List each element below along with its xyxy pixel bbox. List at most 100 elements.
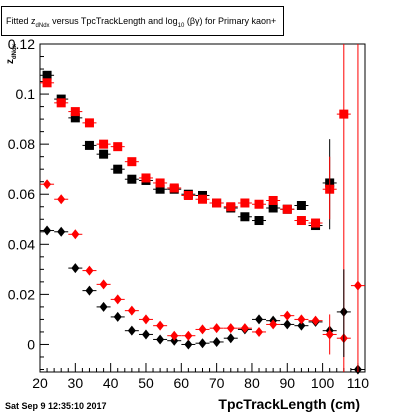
- data-point-square: [282, 204, 292, 214]
- x-tick-label: 90: [279, 375, 295, 391]
- x-tick-label: 110: [347, 375, 370, 391]
- data-point-square: [70, 113, 80, 123]
- data-point-diamond: [170, 330, 179, 341]
- data-point-diamond: [71, 263, 80, 274]
- data-point-diamond: [212, 323, 221, 334]
- data-point-square: [70, 107, 80, 117]
- data-point-diamond: [198, 338, 207, 349]
- title-log-sub: 10: [177, 22, 185, 29]
- title-z-sub: dNdx: [35, 22, 50, 29]
- data-point-square: [212, 198, 222, 208]
- data-point-diamond: [141, 314, 150, 325]
- y-axis-label-main: z: [5, 59, 16, 64]
- data-point-diamond: [226, 333, 235, 344]
- data-point-diamond: [283, 319, 292, 330]
- y-tick-label: 0.08: [8, 136, 35, 152]
- data-point-diamond: [141, 329, 150, 340]
- data-point-diamond: [99, 301, 108, 312]
- title-tail: (βγ) for Primary kaon+: [186, 16, 277, 26]
- data-point-diamond: [240, 323, 249, 334]
- data-point-diamond: [283, 310, 292, 321]
- data-point-square: [56, 98, 66, 108]
- data-point-diamond: [57, 226, 66, 237]
- y-tick-label: 0.1: [16, 86, 36, 102]
- data-point-diamond: [297, 314, 306, 325]
- data-point-square: [240, 212, 250, 222]
- data-point-diamond: [156, 334, 165, 345]
- x-tick-label: 80: [244, 375, 260, 391]
- y-tick-label: 0.12: [8, 36, 35, 52]
- data-point-square: [42, 70, 52, 80]
- x-tick-label: 20: [32, 375, 48, 391]
- data-point-square: [42, 78, 52, 88]
- data-point-square: [296, 200, 306, 210]
- data-point-square: [254, 199, 264, 209]
- data-point-square: [84, 118, 94, 128]
- data-point-square: [311, 218, 321, 228]
- data-point-diamond: [226, 323, 235, 334]
- data-point-square: [127, 174, 137, 184]
- y-tick-label: 0.04: [8, 236, 35, 252]
- y-tick-label: 0.02: [8, 286, 35, 302]
- title-mid: versus TpcTrackLength and log: [52, 16, 178, 26]
- data-point-diamond: [311, 315, 320, 326]
- data-point-diamond: [198, 324, 207, 335]
- y-tick-label: 0.06: [8, 186, 35, 202]
- data-point-diamond: [170, 335, 179, 346]
- x-tick-label: 30: [68, 375, 84, 391]
- data-point-square: [268, 203, 278, 213]
- x-tick-label: 40: [103, 375, 119, 391]
- y-axis-label-sub: dNdx: [12, 44, 18, 59]
- data-point-diamond: [297, 320, 306, 331]
- data-point-square: [296, 216, 306, 226]
- data-point-diamond: [113, 311, 122, 322]
- data-point-diamond: [255, 314, 264, 325]
- data-point-diamond: [212, 336, 221, 347]
- data-point-diamond: [57, 194, 66, 205]
- data-point-diamond: [255, 326, 264, 337]
- data-point-square: [254, 216, 264, 226]
- data-point-diamond: [127, 305, 136, 316]
- data-point-diamond: [184, 330, 193, 341]
- data-point-square: [183, 190, 193, 200]
- data-point-diamond: [99, 279, 108, 290]
- data-point-diamond: [156, 320, 165, 331]
- data-point-diamond: [269, 319, 278, 330]
- data-point-diamond: [43, 225, 52, 236]
- chart-title-box: Fitted zdNdx versus TpcTrackLength and l…: [1, 6, 284, 36]
- x-tick-label: 60: [174, 375, 190, 391]
- data-point-diamond: [71, 229, 80, 240]
- data-point-diamond: [113, 294, 122, 305]
- x-tick-label: 70: [209, 375, 225, 391]
- chart-title: Fitted zdNdx versus TpcTrackLength and l…: [6, 16, 276, 29]
- data-point-square: [141, 173, 151, 183]
- data-point-square: [113, 142, 123, 152]
- data-point-diamond: [85, 265, 94, 276]
- data-point-diamond: [184, 339, 193, 350]
- data-point-square: [240, 198, 250, 208]
- x-tick-label: 50: [138, 375, 154, 391]
- data-point-square: [268, 195, 278, 205]
- data-point-square: [169, 183, 179, 193]
- y-tick-label: 0: [27, 336, 35, 352]
- x-axis-label: TpcTrackLength (cm): [218, 396, 360, 412]
- data-point-square: [84, 140, 94, 150]
- data-point-square: [155, 178, 165, 188]
- data-point-diamond: [43, 179, 52, 190]
- data-point-diamond: [85, 285, 94, 296]
- data-point-diamond: [127, 325, 136, 336]
- date-stamp: Sat Sep 9 12:35:10 2017: [5, 401, 107, 411]
- data-point-square: [198, 194, 207, 204]
- data-point-square: [99, 139, 109, 149]
- data-point-square: [113, 164, 123, 174]
- data-point-square: [127, 157, 137, 167]
- data-point-square: [155, 184, 165, 194]
- title-z: z: [31, 16, 36, 26]
- data-point-square: [226, 202, 236, 212]
- y-axis-label: zdNdx: [5, 44, 18, 64]
- title-fitted: Fitted: [6, 16, 29, 26]
- x-tick-label: 100: [311, 375, 335, 391]
- data-point-square: [99, 149, 109, 159]
